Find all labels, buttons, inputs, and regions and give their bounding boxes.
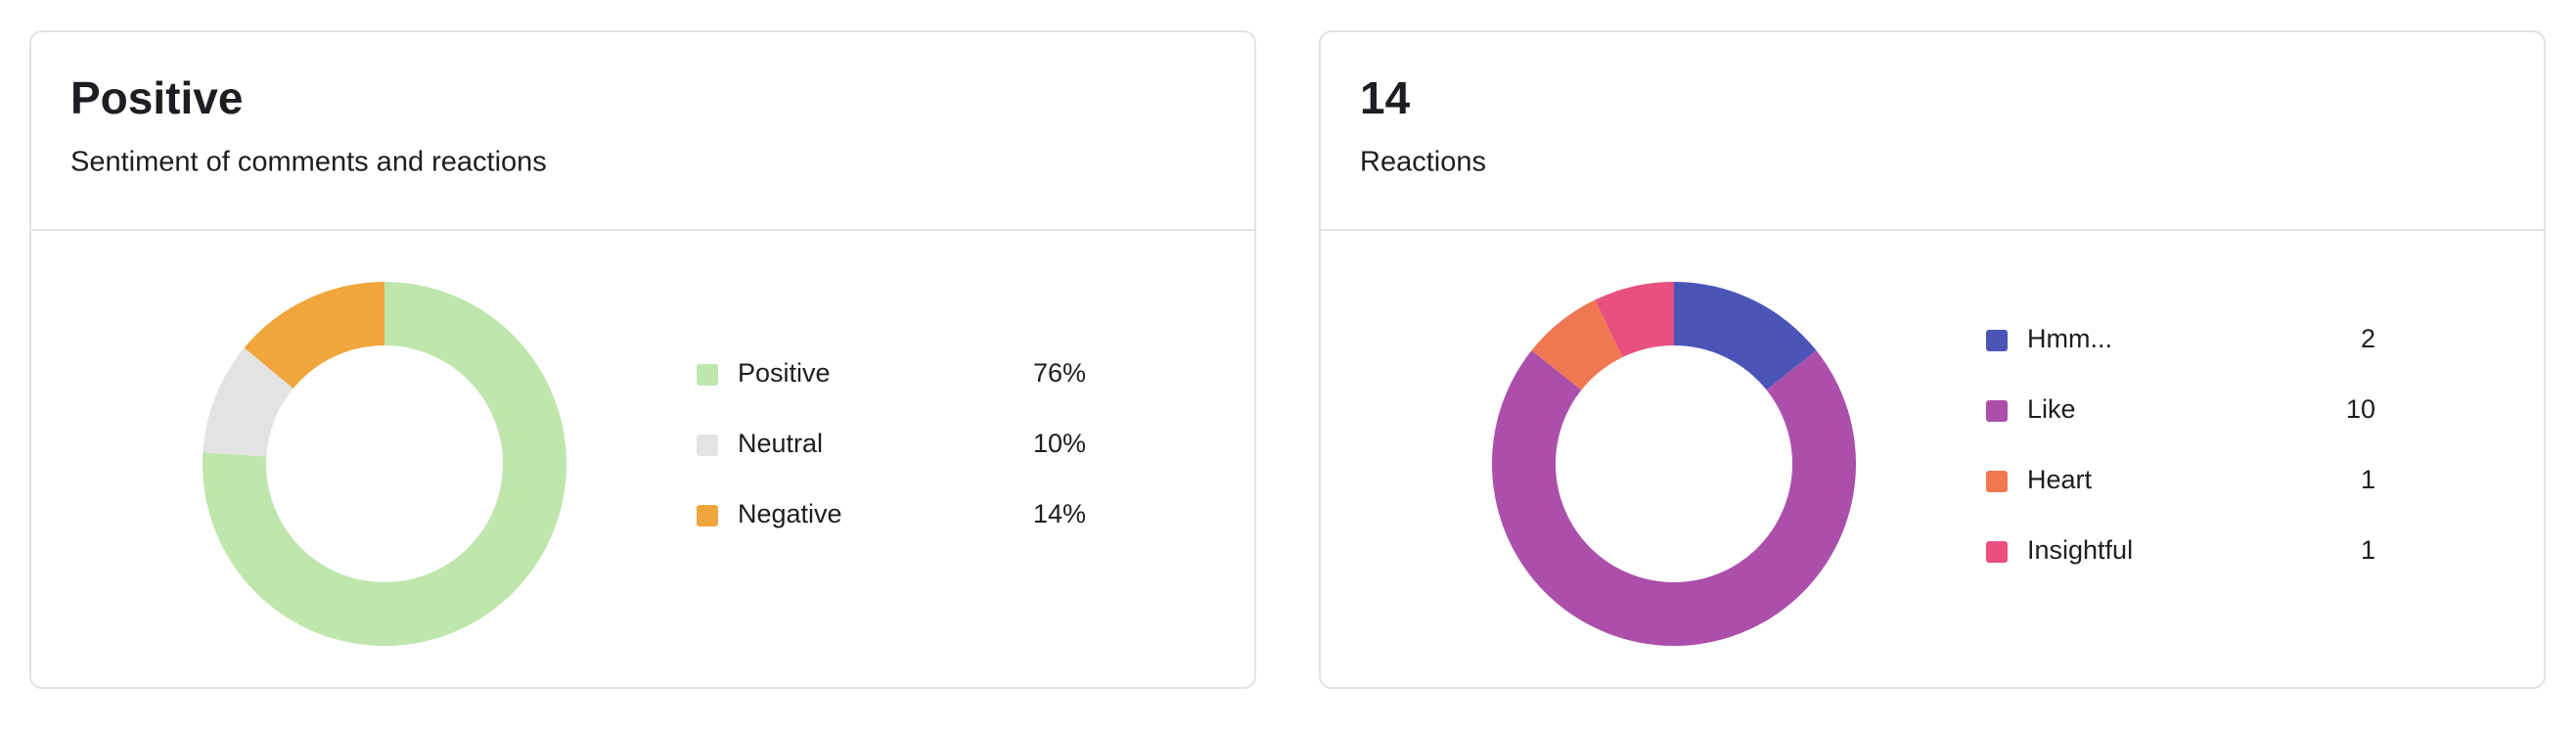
donut-slice: [203, 347, 294, 457]
legend-swatch: [697, 505, 718, 526]
legend-swatch: [1986, 471, 2008, 492]
donut-slice: [1492, 350, 1856, 646]
legend-value: 10%: [1033, 429, 1086, 458]
donut-slice: [244, 282, 384, 389]
legend-swatch: [1986, 400, 2008, 422]
legend-label: Positive: [738, 358, 831, 388]
legend-label: Insightful: [2027, 535, 2133, 565]
legend-value: 2: [2361, 324, 2375, 353]
legend-swatch: [697, 435, 718, 456]
legend-value: 76%: [1033, 358, 1086, 388]
card: [1319, 30, 2546, 689]
legend-value: 14%: [1033, 499, 1086, 528]
legend-label: Like: [2027, 394, 2076, 424]
legend-label: Hmm...: [2027, 324, 2112, 353]
card-title: Positive: [70, 72, 243, 123]
legend-swatch: [1986, 330, 2008, 351]
card-subtitle: Reactions: [1360, 147, 1486, 178]
donut-slice: [203, 282, 566, 647]
legend-value: 1: [2361, 465, 2375, 494]
card-subtitle: Sentiment of comments and reactions: [70, 147, 547, 178]
legend-label: Negative: [738, 499, 842, 528]
donut-slice: [1674, 282, 1817, 390]
donut-slice: [1531, 299, 1623, 390]
legend-label: Heart: [2027, 465, 2093, 494]
card: [29, 30, 1256, 689]
legend-value: 10: [2346, 394, 2375, 424]
legend-value: 1: [2361, 535, 2375, 565]
legend-label: Neutral: [738, 429, 823, 458]
legend-swatch: [697, 364, 718, 386]
legend-swatch: [1986, 541, 2008, 563]
donut-slice: [1595, 282, 1674, 357]
card-title: 14: [1360, 72, 1411, 123]
